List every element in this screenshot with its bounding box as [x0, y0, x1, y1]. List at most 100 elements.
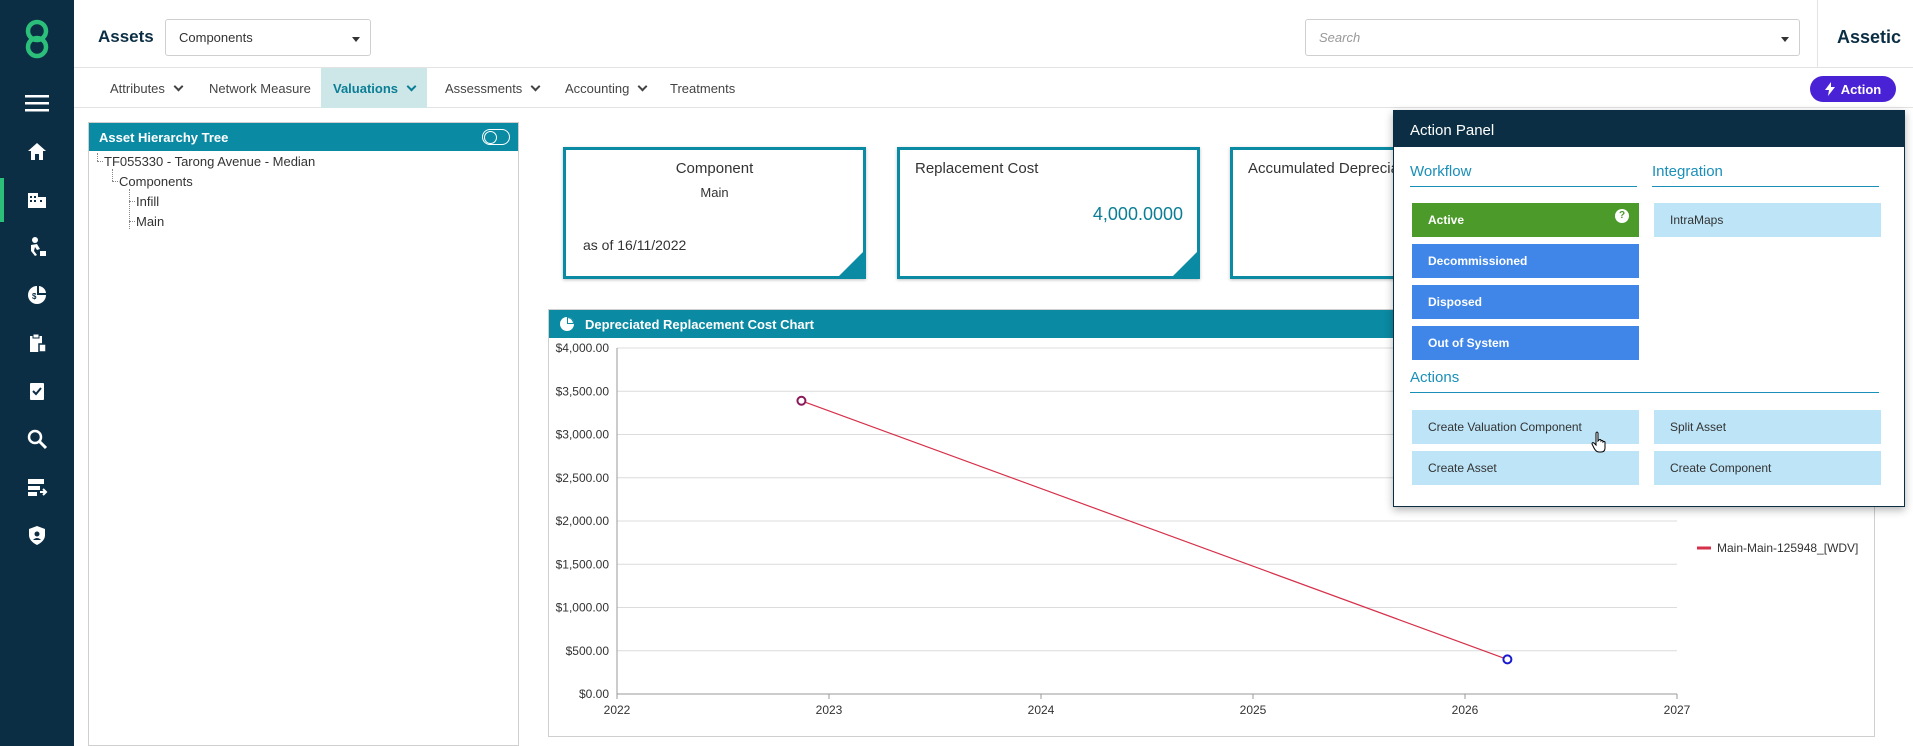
- tree-node-components[interactable]: Components: [119, 174, 193, 189]
- divider: [1410, 186, 1637, 187]
- button-label: Create Asset: [1428, 461, 1497, 475]
- chevron-down-icon: [173, 81, 184, 91]
- data-point: [796, 395, 807, 406]
- divider: [1410, 392, 1879, 393]
- tab-network-measure[interactable]: Network Measure: [197, 68, 323, 108]
- tab-label: Network Measure: [209, 80, 311, 96]
- card-corner-decoration: [839, 252, 863, 276]
- divider: [1817, 0, 1818, 68]
- x-tick-label: 2027: [1664, 703, 1691, 717]
- card-subtitle: Main: [700, 185, 729, 200]
- create-asset-button[interactable]: Create Asset: [1412, 451, 1639, 485]
- chevron-down-icon: [352, 37, 360, 42]
- tab-treatments[interactable]: Treatments: [658, 68, 747, 108]
- tree-node-root[interactable]: TF055330 - Tarong Avenue - Median: [104, 154, 316, 169]
- workflow-disposed-button[interactable]: Disposed: [1412, 285, 1639, 319]
- chevron-down-icon: [530, 81, 541, 91]
- action-panel: Action Panel Workflow Integration Active…: [1393, 110, 1905, 507]
- actions-section-label: Actions: [1410, 369, 1460, 386]
- finance-icon[interactable]: $: [22, 280, 52, 310]
- button-label: IntraMaps: [1670, 213, 1724, 227]
- workflow-out-of-system-button[interactable]: Out of System: [1412, 326, 1639, 360]
- tab-attributes[interactable]: Attributes: [98, 68, 194, 108]
- search-icon[interactable]: [22, 424, 52, 454]
- building-icon[interactable]: [22, 184, 52, 214]
- y-tick-label: $1,000.00: [556, 601, 610, 615]
- action-button[interactable]: Action: [1810, 76, 1896, 102]
- asset-hierarchy-tree: Asset Hierarchy Tree TF055330 - Tarong A…: [88, 122, 519, 746]
- tab-label: Accounting: [565, 80, 630, 96]
- action-button-label: Action: [1840, 81, 1882, 97]
- tab-label: Valuations: [333, 80, 399, 96]
- chevron-down-icon: [1781, 37, 1789, 42]
- tab-label: Attributes: [110, 80, 165, 96]
- data-point: [1502, 654, 1513, 665]
- page-title: Assets: [98, 27, 154, 46]
- active-nav-indicator: [0, 178, 4, 222]
- tree-title: Asset Hierarchy Tree: [99, 130, 229, 145]
- y-tick-label: $2,500.00: [556, 471, 610, 485]
- split-asset-button[interactable]: Split Asset: [1654, 410, 1881, 444]
- toggle-icon[interactable]: [482, 129, 510, 145]
- button-label: Split Asset: [1670, 420, 1727, 434]
- work-order-icon[interactable]: [22, 472, 52, 502]
- y-tick-label: $1,500.00: [556, 557, 610, 571]
- brand-name: Assetic: [1837, 27, 1902, 47]
- tab-label: Treatments: [670, 80, 736, 96]
- card-title: Replacement Cost: [915, 160, 1039, 177]
- sub-nav: Attributes Network Measure Valuations As…: [74, 68, 1913, 108]
- tab-accounting[interactable]: Accounting: [553, 68, 658, 108]
- lightning-icon: [1824, 82, 1835, 96]
- button-label: Disposed: [1428, 295, 1483, 309]
- create-component-button[interactable]: Create Component: [1654, 451, 1881, 485]
- tree-node-main[interactable]: Main: [136, 214, 165, 229]
- divider: [1652, 186, 1879, 187]
- pie-chart-icon: [560, 317, 574, 331]
- integration-section-label: Integration: [1652, 163, 1723, 180]
- y-tick-label: $3,500.00: [556, 384, 610, 398]
- module-select-value: Components: [179, 30, 253, 45]
- card-date: as of 16/11/2022: [583, 237, 687, 253]
- tree-connector: [129, 201, 135, 202]
- menu-icon[interactable]: [22, 88, 52, 118]
- card-value: 4,000.0000: [1092, 204, 1183, 224]
- component-card: Component Main as of 16/11/2022: [563, 147, 866, 279]
- y-tick-label: $3,000.00: [556, 428, 610, 442]
- y-tick-label: $4,000.00: [556, 341, 610, 355]
- tree-connector: [129, 221, 135, 222]
- search-input[interactable]: Search: [1305, 19, 1800, 56]
- tree-connector: [129, 189, 130, 229]
- tree-connector: [97, 153, 98, 161]
- module-select[interactable]: Components: [165, 19, 371, 56]
- card-corner-decoration: [1173, 252, 1197, 276]
- svg-text:$: $: [32, 292, 37, 301]
- workflow-active-button[interactable]: Active ?: [1412, 203, 1639, 237]
- shield-icon[interactable]: [22, 520, 52, 550]
- button-label: Active: [1428, 213, 1465, 227]
- x-tick-label: 2025: [1240, 703, 1267, 717]
- tree-connector: [112, 181, 118, 182]
- card-title: Component: [675, 160, 754, 177]
- y-tick-label: $2,000.00: [556, 514, 610, 528]
- tab-assessments[interactable]: Assessments: [433, 68, 551, 108]
- worker-icon[interactable]: [22, 232, 52, 262]
- intramaps-button[interactable]: IntraMaps: [1654, 203, 1881, 237]
- button-label: Create Component: [1670, 461, 1772, 475]
- x-tick-label: 2022: [604, 703, 631, 717]
- chevron-down-icon: [637, 81, 648, 91]
- replacement-cost-card: Replacement Cost 4,000.0000: [897, 147, 1200, 279]
- create-valuation-component-button[interactable]: Create Valuation Component: [1412, 410, 1639, 444]
- workflow-decommissioned-button[interactable]: Decommissioned: [1412, 244, 1639, 278]
- search-placeholder: Search: [1319, 30, 1361, 45]
- help-icon[interactable]: ?: [1615, 209, 1629, 223]
- home-icon[interactable]: [22, 136, 52, 166]
- button-label: Out of System: [1428, 336, 1510, 350]
- series-line: [801, 400, 1508, 660]
- hand-cursor-icon: [1591, 431, 1606, 453]
- tree-connector: [97, 161, 103, 162]
- tab-valuations[interactable]: Valuations: [321, 68, 428, 108]
- app-logo-icon[interactable]: [18, 18, 56, 60]
- clipboard-icon[interactable]: [22, 328, 52, 358]
- checklist-icon[interactable]: [22, 376, 52, 406]
- tree-node-infill[interactable]: Infill: [136, 194, 160, 209]
